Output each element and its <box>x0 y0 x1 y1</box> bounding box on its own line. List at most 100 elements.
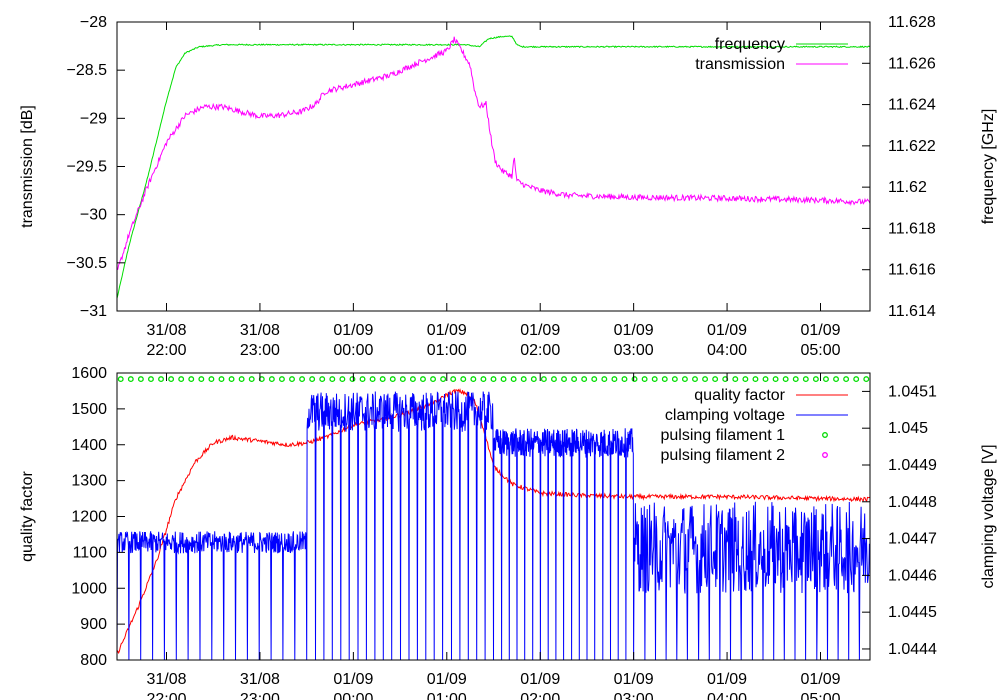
series-pulsing-filament-1-point <box>540 376 547 383</box>
y-left-tick-label: −29 <box>80 110 107 127</box>
series-pulsing-filament-1-point <box>530 376 537 383</box>
legend: frequency transmission <box>695 36 848 73</box>
series-pulsing-filament-1-point <box>349 376 356 383</box>
y-left-tick-label: 1600 <box>71 365 107 382</box>
x-tick-label: 31/08 22:00 <box>146 671 186 700</box>
series-pulsing-filament-1-point <box>399 376 406 383</box>
x-tick-label: 31/08 23:00 <box>240 671 280 700</box>
y-right-tick-label: 1.0446 <box>888 567 937 584</box>
y-left-tick-label: 1100 <box>73 544 108 561</box>
legend-label: pulsing filament 1 <box>660 427 785 444</box>
plot-area <box>117 376 870 660</box>
series-pulsing-filament-1-point <box>420 376 426 383</box>
series-frequency-line <box>117 35 870 299</box>
y-left-axis-label: transmission [dB] <box>19 105 36 228</box>
series-pulsing-filament-1-point <box>369 376 376 383</box>
legend-marker <box>822 452 828 458</box>
series-pulsing-filament-1-point <box>671 376 678 383</box>
series-pulsing-filament-1-point <box>581 376 588 383</box>
series-pulsing-filament-1-point <box>430 376 437 383</box>
series-pulsing-filament-1-point <box>168 376 175 383</box>
x-tick-label: 01/09 01:00 <box>427 671 467 700</box>
series-pulsing-filament-1-point <box>278 376 285 383</box>
x-tick-label: 01/09 04:00 <box>707 322 747 359</box>
series-pulsing-filament-1-point <box>409 376 416 383</box>
bottom-panel-quality-clamping: 31/08 22:00 31/08 23:00 01/09 00:00 01/09 01:00… <box>19 365 997 700</box>
series-pulsing-filament-1-point <box>812 376 819 383</box>
x-tick-label: 31/08 22:00 <box>146 322 186 359</box>
legend-label: frequency <box>715 36 785 53</box>
x-tick-label: 01/09 00:00 <box>333 322 373 359</box>
x-tick-label: 01/09 01:00 <box>427 322 467 359</box>
series-pulsing-filament-1-point <box>561 376 567 383</box>
series-pulsing-filament-1-point <box>158 376 164 383</box>
series-pulsing-filament-1-point <box>631 376 638 383</box>
series-pulsing-filament-1-point <box>863 376 870 383</box>
series-pulsing-filament-1-point <box>772 376 779 383</box>
y-right-tick-label: 1.0449 <box>888 457 937 474</box>
series-pulsing-filament-1-point <box>198 376 205 383</box>
y-right-axis-label: clamping voltage [V] <box>980 444 997 588</box>
series-pulsing-filament-1-point <box>490 376 497 383</box>
series-pulsing-filament-1-point <box>853 376 860 383</box>
series-pulsing-filament-1-point <box>480 376 487 383</box>
series-pulsing-filament-1-point <box>137 376 144 383</box>
y-right-tick-label: 1.0451 <box>888 383 937 400</box>
series-pulsing-filament-1-point <box>248 376 255 383</box>
y-left-tick-label: −29.5 <box>67 159 108 176</box>
series-pulsing-filament-1-point <box>389 376 396 383</box>
series-pulsing-filament-1-point <box>742 376 749 383</box>
series-pulsing-filament-1-point <box>752 376 759 383</box>
y-right-tick-label: 1.0448 <box>888 494 937 511</box>
series-pulsing-filament-1-point <box>792 376 799 383</box>
y-left-tick-label: −31 <box>80 303 107 320</box>
y-right-tick-label: 11.62 <box>888 179 927 196</box>
y-left-axis-label: quality factor <box>19 470 36 561</box>
series-pulsing-filament-1-point <box>379 376 386 383</box>
y-left-tick-label: −28.5 <box>67 62 108 79</box>
series-pulsing-filament-1-point <box>651 376 658 383</box>
legend-label: pulsing filament 2 <box>660 447 785 464</box>
series-pulsing-filament-1-point <box>238 376 245 383</box>
y-right-axis-label: frequency [GHz] <box>980 109 997 225</box>
series-pulsing-filament-1-point <box>762 376 769 383</box>
series-pulsing-filament-1-point <box>148 376 154 383</box>
series-pulsing-filament-1-point <box>208 376 215 383</box>
y-right-tick-label: 1.0444 <box>888 641 937 658</box>
y-left-tick-label: 1400 <box>71 437 107 454</box>
y-right-tick-label: 1.0447 <box>888 531 937 548</box>
series-pulsing-filament-1-point <box>843 376 850 383</box>
y-right-tick-label: 11.628 <box>888 14 936 31</box>
y-left-tick-label: 1300 <box>71 473 107 490</box>
y-left-tick-label: −28 <box>80 14 107 31</box>
y-left-tick-label: 1200 <box>71 509 107 526</box>
y-right-tick-label: 11.618 <box>888 220 936 237</box>
x-tick-label: 01/09 05:00 <box>800 322 840 359</box>
series-pulsing-filament-1-point <box>802 376 809 383</box>
series-pulsing-filament-1-point <box>460 376 467 383</box>
series-pulsing-filament-1-point <box>329 376 336 383</box>
series-pulsing-filament-1-point <box>359 376 366 383</box>
y-right-tick-label: 11.622 <box>888 138 936 155</box>
plot-area <box>117 35 870 299</box>
series-pulsing-filament-1-point <box>510 376 517 383</box>
y-left-tick-label: 1000 <box>71 580 107 597</box>
x-tick-label: 01/09 03:00 <box>614 671 654 700</box>
series-pulsing-filament-1-point <box>440 376 447 383</box>
series-pulsing-filament-1-point <box>319 376 326 383</box>
series-pulsing-filament-1-point <box>681 376 688 383</box>
series-pulsing-filament-1-point <box>591 376 598 383</box>
y-left-tick-label: 900 <box>80 616 107 633</box>
series-transmission-line <box>117 36 870 271</box>
top-panel-transmission-frequency: 31/08 22:00 31/08 23:00 01/09 00:00 01/09 01:00… <box>19 14 997 359</box>
y-left-tick-label: 800 <box>80 652 107 669</box>
x-tick-label: 01/09 02:00 <box>520 322 560 359</box>
series-pulsing-filament-1-point <box>611 376 618 383</box>
series-clamping-voltage-line <box>117 391 870 660</box>
legend-label: quality factor <box>694 387 785 404</box>
series-pulsing-filament-1-point <box>470 376 477 383</box>
series-pulsing-filament-1-point <box>520 376 527 383</box>
series-pulsing-filament-1-point <box>339 376 346 383</box>
series-pulsing-filament-1-point <box>228 376 235 383</box>
